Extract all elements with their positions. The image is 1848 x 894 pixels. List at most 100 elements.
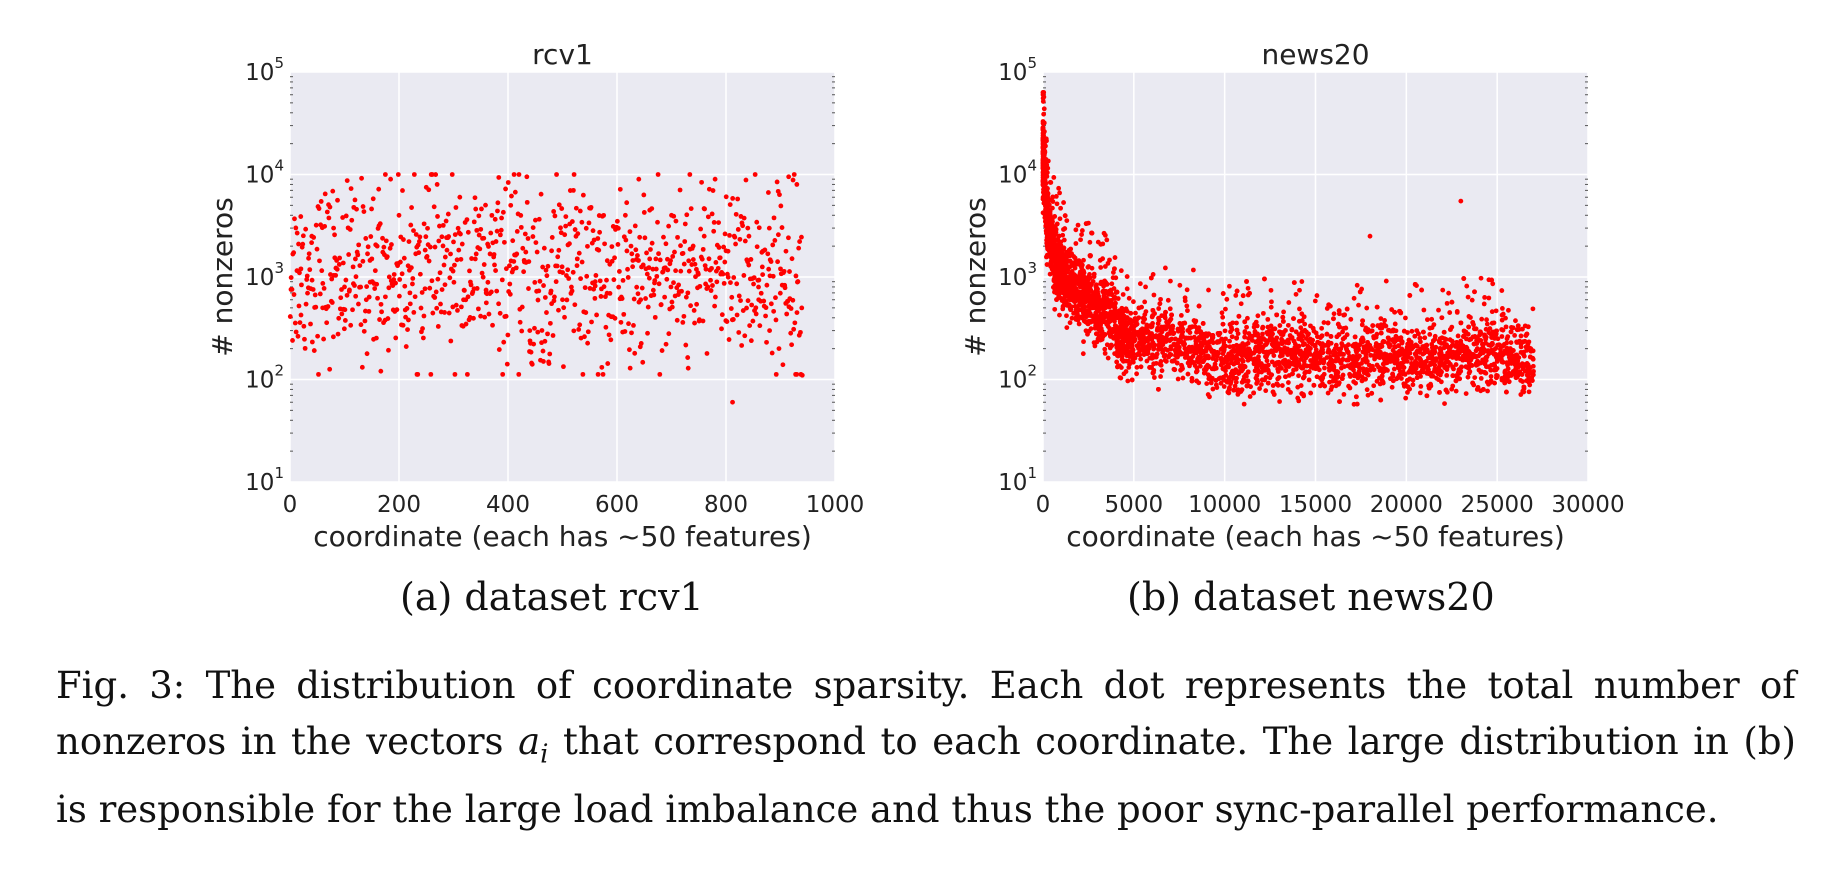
scatter-point <box>698 226 704 232</box>
scatter-point <box>770 242 776 248</box>
scatter-point <box>1298 325 1304 331</box>
scatter-point <box>547 351 553 357</box>
scatter-point <box>574 263 580 269</box>
scatter-point <box>762 247 768 253</box>
scatter-point <box>789 342 795 348</box>
scatter-point <box>687 172 693 177</box>
scatter-point <box>699 256 705 262</box>
scatter-point <box>1069 315 1075 321</box>
scatter-point <box>427 285 433 291</box>
scatter-point <box>602 241 607 247</box>
scatter-point <box>330 334 336 340</box>
scatter-point <box>1465 374 1471 380</box>
scatter-point <box>1054 201 1060 207</box>
scatter-point <box>418 305 424 311</box>
y-axis-label: # nonzeros <box>206 197 239 357</box>
scatter-point <box>407 290 413 296</box>
scatter-point <box>619 296 625 301</box>
scatter-point <box>1500 327 1506 333</box>
scatter-point <box>450 268 456 274</box>
scatter-point <box>727 232 732 238</box>
scatter-point <box>1265 324 1271 330</box>
scatter-point <box>403 344 409 349</box>
scatter-point <box>1060 232 1066 238</box>
scatter-point <box>375 295 380 301</box>
scatter-point <box>1305 343 1311 349</box>
scatter-point <box>348 322 354 328</box>
scatter-point <box>1285 322 1291 328</box>
scatter-point <box>1151 346 1157 351</box>
scatter-point <box>1218 362 1224 368</box>
scatter-point <box>333 272 339 278</box>
scatter-point <box>486 311 492 317</box>
scatter-point <box>631 296 637 302</box>
scatter-point <box>353 293 359 299</box>
scatter-point <box>532 325 537 331</box>
scatter-point <box>1067 320 1073 326</box>
scatter-point <box>745 298 751 304</box>
scatter-point <box>1388 328 1394 334</box>
scatter-point <box>476 213 482 219</box>
scatter-point <box>350 307 355 313</box>
scatter-point <box>706 186 712 192</box>
scatter-point <box>294 230 300 236</box>
scatter-point <box>1372 356 1377 362</box>
scatter-point <box>344 178 350 183</box>
scatter-point <box>572 227 578 232</box>
scatter-point <box>1174 354 1180 360</box>
scatter-point <box>1040 95 1046 101</box>
scatter-point <box>663 241 669 247</box>
scatter-point <box>1233 379 1239 385</box>
scatter-point <box>1067 264 1073 270</box>
scatter-point <box>1394 357 1400 363</box>
scatter-point <box>1420 329 1426 335</box>
scatter-point <box>1238 348 1244 354</box>
scatter-point <box>649 206 655 212</box>
scatter-point <box>1530 363 1536 369</box>
scatter-point <box>357 263 363 268</box>
scatter-point <box>440 222 446 228</box>
scatter-point <box>614 218 620 224</box>
scatter-point <box>753 305 759 311</box>
scatter-point <box>316 371 321 377</box>
scatter-point <box>454 257 460 263</box>
scatter-point <box>1433 344 1439 350</box>
scatter-point <box>1100 256 1106 262</box>
scatter-point <box>1378 397 1384 403</box>
scatter-point <box>364 284 370 290</box>
scatter-point <box>1121 314 1127 319</box>
scatter-point <box>498 227 504 233</box>
scatter-point <box>562 314 567 320</box>
scatter-point <box>1069 269 1075 274</box>
scatter-point <box>734 281 740 287</box>
scatter-point <box>1297 287 1302 293</box>
scatter-point <box>1515 372 1521 378</box>
scatter-point <box>1093 288 1099 294</box>
scatter-point <box>1356 302 1361 308</box>
scatter-point <box>439 287 445 292</box>
scatter-point <box>733 241 738 247</box>
scatter-point <box>710 283 715 288</box>
scatter-point <box>292 320 298 326</box>
scatter-point <box>1280 314 1286 320</box>
scatter-point <box>341 326 347 332</box>
scatter-point <box>297 320 303 325</box>
scatter-point <box>421 221 427 227</box>
scatter-point <box>1069 251 1074 257</box>
scatter-point <box>1138 356 1144 362</box>
scatter-point <box>1314 293 1320 298</box>
scatter-point <box>1211 366 1217 372</box>
scatter-point <box>1117 346 1122 352</box>
scatter-point <box>1329 384 1335 390</box>
scatter-point <box>624 200 630 206</box>
scatter-point <box>1299 337 1305 343</box>
scatter-point <box>1221 384 1227 389</box>
scatter-point <box>1221 343 1227 349</box>
scatter-point <box>306 251 312 257</box>
scatter-point <box>611 277 617 283</box>
scatter-point <box>741 215 747 221</box>
scatter-point <box>1132 355 1138 361</box>
scatter-point <box>639 285 645 291</box>
scatter-point <box>1397 348 1402 354</box>
scatter-point <box>1293 366 1299 372</box>
